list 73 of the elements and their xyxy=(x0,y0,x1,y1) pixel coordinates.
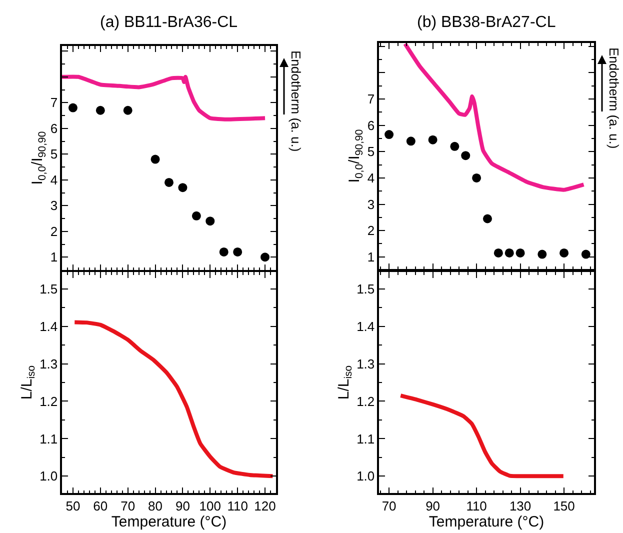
point xyxy=(206,216,215,226)
y-tick-label: 1.4 xyxy=(356,318,375,334)
y2-axis-title: Endotherm (a. u.) xyxy=(288,50,304,152)
point xyxy=(96,106,105,115)
line-series xyxy=(403,43,586,192)
x-tick-label: 90 xyxy=(175,498,190,514)
y-tick-label: 1.5 xyxy=(40,281,58,296)
point xyxy=(260,252,270,262)
y-tick-label: 2 xyxy=(367,223,375,238)
point xyxy=(482,214,492,224)
y-tick-label: 3 xyxy=(50,198,58,214)
point xyxy=(538,250,547,259)
y-tick-label: 3 xyxy=(367,196,375,212)
point xyxy=(450,142,460,151)
point xyxy=(461,151,470,160)
chart-title: (a) BB11-BrA36-CL xyxy=(100,14,238,31)
y-tick-label: 1.3 xyxy=(40,356,58,372)
point xyxy=(68,103,78,112)
point xyxy=(406,136,416,146)
x-tick-label: 110 xyxy=(227,498,248,514)
y-tick-label: 6 xyxy=(367,118,375,133)
x-tick-label: 90 xyxy=(426,498,440,514)
point xyxy=(504,248,514,258)
y-tick-label: 4 xyxy=(50,172,58,188)
chart-title: (b) BB38-BrA27-CL xyxy=(417,14,556,31)
point xyxy=(472,173,482,182)
point xyxy=(581,250,590,259)
x-tick-label: 150 xyxy=(553,498,575,514)
y-tick-label: 5 xyxy=(367,144,375,160)
point xyxy=(428,135,438,144)
y-tick-label: 7 xyxy=(367,92,375,107)
y-tick-label: 2 xyxy=(50,224,58,239)
point xyxy=(233,247,242,256)
point xyxy=(516,248,525,258)
y-tick-label: 1.5 xyxy=(356,281,375,296)
y-tick-label: 1.4 xyxy=(40,318,58,334)
y-tick-label: 6 xyxy=(50,120,58,136)
y-tick-label: 1 xyxy=(50,250,58,265)
point xyxy=(560,248,569,258)
point xyxy=(494,248,503,258)
point xyxy=(150,154,160,164)
point xyxy=(192,211,201,220)
x-tick-label: 70 xyxy=(382,498,396,514)
y-tick-label: 1.3 xyxy=(356,356,375,372)
x-tick-label: 130 xyxy=(509,498,532,514)
x-tick-label: 50 xyxy=(66,498,80,514)
line-series xyxy=(398,394,566,478)
y-tick-label: 4 xyxy=(367,170,375,186)
y-tick-label: 1.2 xyxy=(356,394,375,409)
y-tick-label: 1 xyxy=(367,249,375,264)
y-tick-label: 1.1 xyxy=(356,431,375,446)
y-tick-label: 1.0 xyxy=(40,468,58,484)
y2-axis-title: Endotherm (a. u.) xyxy=(606,48,622,149)
point xyxy=(164,178,174,187)
x-axis-title: Temperature (°C) xyxy=(428,513,544,530)
x-tick-label: 70 xyxy=(120,498,136,514)
y-tick-label: 1.1 xyxy=(40,431,58,446)
x-tick-label: 80 xyxy=(148,498,163,514)
point xyxy=(178,183,188,192)
x-tick-label: 110 xyxy=(466,498,487,514)
x-tick-label: 120 xyxy=(254,498,276,514)
y-tick-label: 7 xyxy=(50,95,58,110)
x-axis-title: Temperature (°C) xyxy=(111,513,227,530)
x-tick-label: 60 xyxy=(93,498,108,514)
point xyxy=(219,247,228,256)
y-tick-label: 1.0 xyxy=(356,468,375,484)
y-tick-label: 1.2 xyxy=(40,394,58,409)
line-series xyxy=(62,74,268,122)
line-series xyxy=(72,320,275,478)
x-tick-label: 100 xyxy=(199,498,221,514)
point xyxy=(384,130,394,140)
y-tick-label: 5 xyxy=(50,146,58,162)
point xyxy=(123,106,132,115)
